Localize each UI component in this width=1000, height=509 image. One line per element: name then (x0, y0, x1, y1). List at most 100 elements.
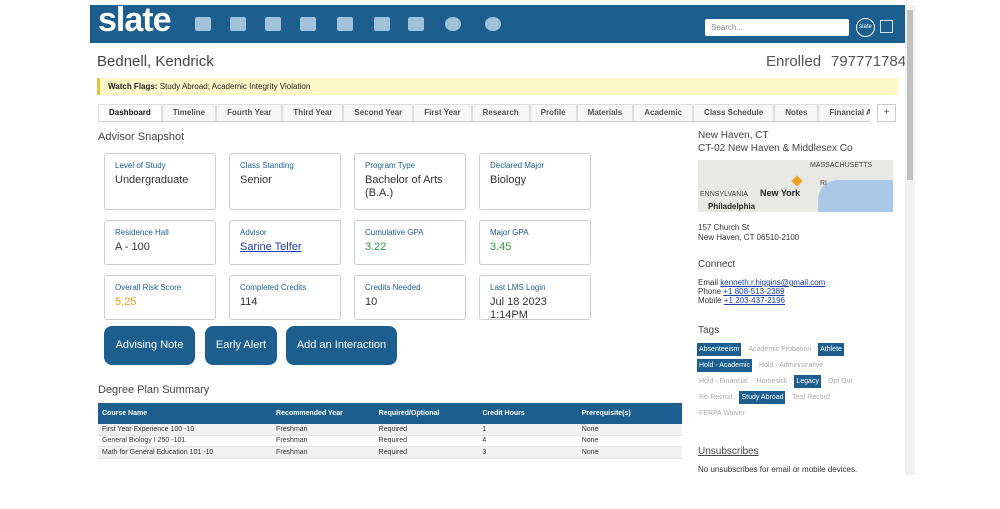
section-title[interactable]: Unsubscribes (698, 446, 759, 457)
card-label: Major GPA (490, 228, 529, 237)
nav-icon[interactable] (485, 17, 501, 31)
table-cell: General Biology I 250 -101 (98, 435, 273, 447)
nav-icon[interactable] (230, 17, 246, 31)
card-value: 10 (365, 296, 378, 308)
tab-bar: Dashboard Timeline Fourth Year Third Year Se… (98, 104, 870, 122)
card-label: Class Standing (240, 161, 294, 170)
tab[interactable]: Timeline (161, 104, 217, 121)
tab[interactable]: Financial Aid (818, 104, 870, 121)
tag[interactable]: Test Record (792, 394, 830, 401)
water (818, 180, 893, 212)
card-value: Undergraduate (115, 174, 189, 186)
tag[interactable]: Hold - Academic (697, 359, 752, 372)
city: New Haven, CT (698, 130, 769, 141)
snapshot-card: Cumulative GPA 3.22 (354, 220, 466, 265)
snapshot-card: Level of Study Undergraduate (104, 153, 216, 210)
tab[interactable]: Dashboard (98, 104, 162, 121)
card-label: Program Type (365, 161, 416, 170)
map-label: ENNSYLVANIA (700, 191, 748, 198)
section-title: Advisor Snapshot (98, 131, 185, 143)
map[interactable]: MASSACHUSETTS RI New York ENNSYLVANIA Ph… (698, 160, 893, 212)
scrollbar[interactable] (905, 5, 915, 475)
tab[interactable]: Notes (774, 104, 819, 121)
column-header: Credit Hours (478, 403, 578, 424)
action-button[interactable]: Early Alert (205, 326, 277, 365)
tag[interactable]: Athlete (818, 343, 844, 356)
card-link[interactable]: Sarine Telfer (240, 241, 302, 253)
tab[interactable]: Class Schedule (693, 104, 775, 121)
tab[interactable]: Academic (633, 104, 694, 121)
contact-row: Mobile +1 203-437-2196 (698, 296, 825, 305)
nav-icon[interactable] (300, 17, 316, 31)
snapshot-card: Credits Needed 10 (354, 275, 466, 320)
map-label: RI (820, 180, 827, 187)
tag[interactable]: Absenteeism (697, 343, 742, 356)
action-button[interactable]: Add an Interaction (286, 326, 397, 365)
snapshot-card: Completed Credits 114 (229, 275, 341, 320)
table-cell: 4 (478, 435, 578, 447)
card-value: A - 100 (115, 241, 150, 253)
column-header: Recommended Year (272, 403, 375, 424)
tab[interactable]: Second Year (343, 104, 414, 121)
snapshot-card: Overall Risk Score 5.25 (104, 275, 216, 320)
nav-icon[interactable] (374, 17, 390, 31)
table-cell: 1 (478, 424, 578, 436)
snapshot-card: Last LMS Login Jul 18 2023 1:14PM (479, 275, 591, 321)
grid-icon[interactable] (880, 20, 893, 33)
action-button[interactable]: Advising Note (104, 326, 195, 365)
tab[interactable]: Research (471, 104, 530, 121)
table-cell: Required (374, 446, 479, 459)
tab-add[interactable]: + (877, 104, 896, 122)
scrollbar-thumb[interactable] (907, 10, 913, 180)
table-cell: Required (374, 435, 479, 447)
nav-icon[interactable] (445, 17, 461, 31)
flags-text: Study Abroad; Academic Integrity Violati… (159, 82, 311, 91)
tag[interactable]: Homesick (756, 378, 788, 385)
tag[interactable]: Re-Recruit (699, 394, 733, 401)
tab[interactable]: Fourth Year (216, 104, 283, 121)
nav-icon[interactable] (265, 17, 281, 31)
tag[interactable]: FERPA Waiver (699, 410, 745, 417)
contact-link[interactable]: +1 808-513-2389 (723, 287, 785, 296)
table-cell: Freshman (272, 435, 375, 447)
contact-link[interactable]: +1 203-437-2196 (723, 296, 785, 305)
contact-link[interactable]: kenneth.r.higgins@gmail.com (720, 278, 826, 287)
tab[interactable]: Third Year (282, 104, 344, 121)
table-row: First Year Experience 100 -10 Freshman Req… (98, 424, 682, 436)
badge[interactable]: slate (856, 18, 875, 37)
tag[interactable]: Opt Out (827, 378, 853, 385)
degree-table: Course Name Recommended Year Required/Opti… (98, 403, 682, 459)
unsubscribe-text: No unsubscribes for email or mobile devi… (698, 465, 858, 474)
tag[interactable]: Hold - Financial (699, 378, 748, 385)
card-value: Jul 18 2023 1:14PM (490, 296, 547, 321)
tag[interactable]: Legacy (794, 375, 821, 388)
card-label: Level of Study (115, 161, 166, 170)
snapshot-card: Class Standing Senior (229, 153, 341, 210)
snapshot-card: Program Type Bachelor of Arts (B.A.) (354, 153, 466, 210)
nav-icon[interactable] (337, 17, 353, 31)
logo[interactable]: slate (98, 1, 171, 39)
card-label: Declared Major (490, 161, 545, 170)
flags-label: Watch Flags: (108, 82, 158, 91)
section-title: Tags (698, 325, 720, 336)
student-id: 797771784 (831, 53, 907, 70)
table-cell: Required (374, 424, 479, 436)
student-status: Enrolled (766, 53, 822, 70)
card-label: Credits Needed (365, 283, 421, 292)
card-label: Cumulative GPA (365, 228, 424, 237)
tag[interactable]: Hold - Administrative (758, 362, 824, 369)
tab[interactable]: Materials (576, 104, 634, 121)
tab[interactable]: First Year (413, 104, 472, 121)
nav-icon[interactable] (195, 17, 211, 31)
tag[interactable]: Academic Probation (748, 346, 812, 353)
snapshot-card: Major GPA 3.45 (479, 220, 591, 265)
search-box[interactable]: Search... (705, 19, 849, 36)
card-value: Biology (490, 174, 527, 186)
tag[interactable]: Study Abroad (739, 391, 786, 404)
nav-icon[interactable] (408, 17, 424, 31)
card-value: 3.45 (490, 241, 512, 253)
card-label: Overall Risk Score (115, 283, 182, 292)
tab[interactable]: Profile (529, 104, 577, 121)
table-cell: None (577, 424, 682, 436)
